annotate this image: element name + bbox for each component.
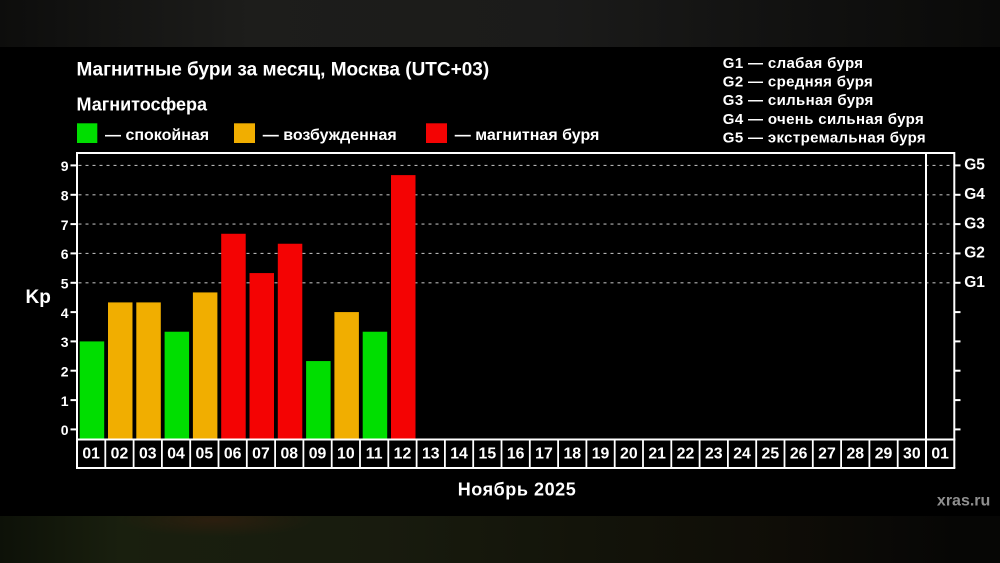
svg-text:— магнитная буря: — магнитная буря	[455, 127, 600, 144]
svg-text:8: 8	[61, 188, 69, 204]
svg-text:10: 10	[337, 446, 355, 463]
svg-text:— возбужденная: — возбужденная	[263, 127, 397, 144]
svg-text:4: 4	[61, 305, 69, 321]
svg-text:06: 06	[224, 446, 242, 463]
svg-text:2: 2	[61, 364, 69, 380]
svg-text:19: 19	[592, 446, 610, 463]
svg-text:G4 — очень сильная буря: G4 — очень сильная буря	[723, 111, 924, 128]
svg-text:G1 — слабая буря: G1 — слабая буря	[723, 55, 864, 72]
svg-text:G3: G3	[964, 215, 985, 232]
svg-text:23: 23	[705, 446, 723, 463]
svg-text:18: 18	[563, 446, 581, 463]
svg-text:5: 5	[61, 276, 69, 292]
svg-text:01: 01	[931, 446, 949, 463]
svg-text:30: 30	[903, 446, 921, 463]
svg-text:6: 6	[61, 246, 69, 262]
svg-text:05: 05	[196, 446, 214, 463]
svg-text:25: 25	[762, 446, 780, 463]
svg-text:29: 29	[875, 446, 893, 463]
svg-text:G4: G4	[964, 186, 985, 203]
svg-text:G2 — средняя буря: G2 — средняя буря	[723, 74, 873, 91]
svg-text:17: 17	[535, 446, 553, 463]
svg-text:Kp: Kp	[26, 287, 51, 308]
svg-text:08: 08	[280, 446, 298, 463]
svg-text:— спокойная: — спокойная	[105, 127, 209, 144]
svg-text:28: 28	[846, 446, 864, 463]
svg-text:11: 11	[366, 446, 383, 463]
svg-text:9: 9	[61, 158, 69, 174]
svg-text:27: 27	[818, 446, 836, 463]
svg-text:0: 0	[61, 422, 69, 438]
svg-text:20: 20	[620, 446, 638, 463]
svg-text:xras.ru: xras.ru	[937, 493, 990, 510]
svg-text:03: 03	[139, 446, 157, 463]
svg-text:01: 01	[82, 446, 100, 463]
svg-text:Магнитосфера: Магнитосфера	[77, 95, 209, 115]
svg-text:G5: G5	[964, 157, 985, 174]
svg-text:22: 22	[677, 446, 695, 463]
svg-text:07: 07	[252, 446, 270, 463]
svg-text:7: 7	[61, 217, 69, 233]
svg-text:24: 24	[733, 446, 751, 463]
svg-text:13: 13	[422, 446, 440, 463]
svg-text:3: 3	[61, 334, 69, 350]
svg-text:04: 04	[167, 446, 185, 463]
svg-text:G3 — сильная буря: G3 — сильная буря	[723, 92, 874, 109]
svg-text:G1: G1	[964, 274, 985, 291]
svg-text:Магнитные бури за месяц, Москв: Магнитные бури за месяц, Москва (UTC+03)	[77, 60, 490, 81]
svg-text:16: 16	[507, 446, 525, 463]
svg-text:1: 1	[61, 393, 69, 409]
svg-text:G2: G2	[964, 245, 985, 262]
svg-text:09: 09	[309, 446, 327, 463]
svg-text:15: 15	[479, 446, 497, 463]
svg-text:12: 12	[394, 446, 412, 463]
svg-text:02: 02	[111, 446, 129, 463]
svg-text:G5 — экстремальная буря: G5 — экстремальная буря	[723, 129, 926, 146]
svg-text:Ноябрь 2025: Ноябрь 2025	[458, 479, 577, 499]
svg-text:26: 26	[790, 446, 808, 463]
svg-text:14: 14	[450, 446, 468, 463]
svg-text:21: 21	[648, 446, 666, 463]
